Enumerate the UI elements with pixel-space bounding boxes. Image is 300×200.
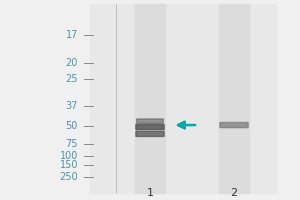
Text: 25: 25	[65, 74, 78, 84]
Text: 250: 250	[59, 172, 78, 182]
Bar	[219, 4, 249, 193]
Text: 50: 50	[66, 121, 78, 131]
Text: 75: 75	[65, 139, 78, 149]
Text: 20: 20	[66, 58, 78, 68]
Text: 150: 150	[59, 160, 78, 170]
Text: 17: 17	[66, 30, 78, 40]
Bar	[135, 4, 165, 193]
FancyBboxPatch shape	[136, 131, 164, 136]
Text: 2: 2	[230, 188, 238, 198]
FancyBboxPatch shape	[137, 119, 163, 123]
Text: 37: 37	[66, 101, 78, 111]
Bar	[90, 4, 276, 193]
Text: 100: 100	[60, 151, 78, 161]
FancyBboxPatch shape	[136, 124, 164, 130]
Text: 1: 1	[146, 188, 154, 198]
FancyBboxPatch shape	[220, 122, 248, 128]
